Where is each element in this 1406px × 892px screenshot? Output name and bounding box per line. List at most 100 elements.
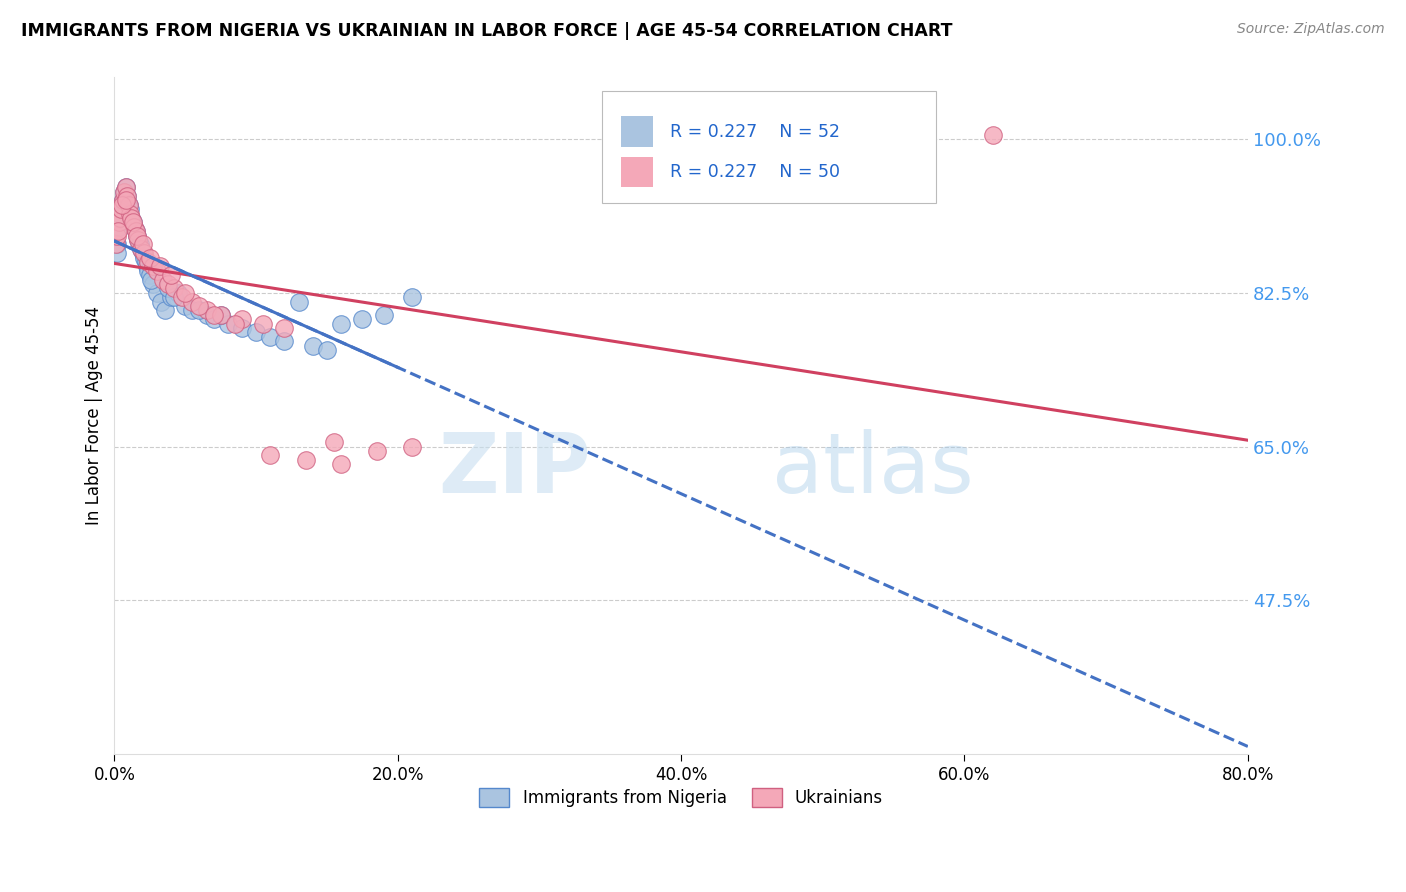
Point — [129, 237, 152, 252]
Point — [330, 457, 353, 471]
Point — [117, 198, 139, 212]
FancyBboxPatch shape — [602, 91, 936, 202]
Point — [121, 215, 143, 229]
Point — [188, 303, 211, 318]
Point — [330, 317, 353, 331]
Point — [138, 255, 160, 269]
Point — [115, 189, 138, 203]
Point — [167, 285, 190, 300]
Point — [125, 228, 148, 243]
Point — [107, 215, 129, 229]
Point — [122, 219, 145, 234]
Point — [149, 260, 172, 274]
Text: ZIP: ZIP — [437, 429, 591, 510]
Point — [117, 198, 139, 212]
Point — [202, 308, 225, 322]
Point — [120, 211, 142, 225]
Point — [132, 237, 155, 252]
Point — [115, 189, 138, 203]
Text: R = 0.227    N = 52: R = 0.227 N = 52 — [669, 122, 839, 141]
Point — [111, 194, 134, 208]
Point — [134, 246, 156, 260]
Point — [111, 194, 134, 208]
Bar — [621, 116, 652, 147]
Point — [259, 449, 281, 463]
Bar — [621, 157, 652, 187]
Point — [120, 211, 142, 225]
Point — [316, 343, 339, 357]
Point — [124, 224, 146, 238]
Point — [163, 290, 186, 304]
Point — [252, 317, 274, 331]
Point — [141, 272, 163, 286]
Point — [135, 255, 157, 269]
Text: Source: ZipAtlas.com: Source: ZipAtlas.com — [1237, 22, 1385, 37]
Point — [259, 329, 281, 343]
Text: atlas: atlas — [772, 429, 973, 510]
Point — [172, 290, 194, 304]
Point — [122, 219, 145, 234]
Point — [108, 207, 131, 221]
Point — [114, 180, 136, 194]
Point — [188, 299, 211, 313]
Point — [139, 251, 162, 265]
Point — [128, 233, 150, 247]
Point — [125, 228, 148, 243]
Point — [155, 303, 177, 318]
Text: R = 0.227    N = 50: R = 0.227 N = 50 — [669, 163, 839, 181]
Point — [114, 180, 136, 194]
Point — [294, 452, 316, 467]
Legend: Immigrants from Nigeria, Ukrainians: Immigrants from Nigeria, Ukrainians — [472, 781, 890, 814]
Point — [131, 242, 153, 256]
Point — [107, 219, 129, 234]
Point — [131, 242, 153, 256]
Point — [217, 317, 239, 331]
Point — [118, 207, 141, 221]
Text: IMMIGRANTS FROM NIGERIA VS UKRAINIAN IN LABOR FORCE | AGE 45-54 CORRELATION CHAR: IMMIGRANTS FROM NIGERIA VS UKRAINIAN IN … — [21, 22, 953, 40]
Point — [112, 185, 135, 199]
Point — [104, 237, 127, 252]
Point — [352, 312, 374, 326]
Point — [287, 294, 309, 309]
Y-axis label: In Labor Force | Age 45-54: In Labor Force | Age 45-54 — [86, 306, 103, 525]
Point — [174, 299, 197, 313]
Point — [245, 326, 267, 340]
Point — [136, 260, 159, 274]
Point — [142, 260, 165, 274]
Point — [195, 308, 218, 322]
Point — [105, 246, 128, 260]
Point — [301, 338, 323, 352]
Point — [139, 268, 162, 283]
Point — [157, 277, 180, 291]
Point — [181, 303, 204, 318]
Point — [118, 202, 141, 217]
Point — [181, 294, 204, 309]
Point — [112, 185, 135, 199]
Point — [146, 264, 169, 278]
Point — [163, 281, 186, 295]
Point — [401, 290, 423, 304]
Point — [209, 308, 232, 322]
Point — [195, 303, 218, 318]
Point — [174, 285, 197, 300]
Point — [110, 202, 132, 217]
Point — [323, 435, 346, 450]
Point — [209, 308, 232, 322]
Point — [160, 268, 183, 283]
Point — [134, 251, 156, 265]
Point — [108, 211, 131, 225]
Point — [111, 198, 134, 212]
Point — [231, 321, 253, 335]
Point — [110, 202, 132, 217]
Point — [401, 440, 423, 454]
Point — [138, 264, 160, 278]
Point — [273, 334, 295, 348]
Point — [366, 444, 388, 458]
Point — [105, 237, 128, 252]
Point — [142, 277, 165, 291]
Point — [124, 224, 146, 238]
Point — [160, 290, 183, 304]
Point — [202, 312, 225, 326]
Point — [132, 246, 155, 260]
Point — [157, 281, 180, 295]
